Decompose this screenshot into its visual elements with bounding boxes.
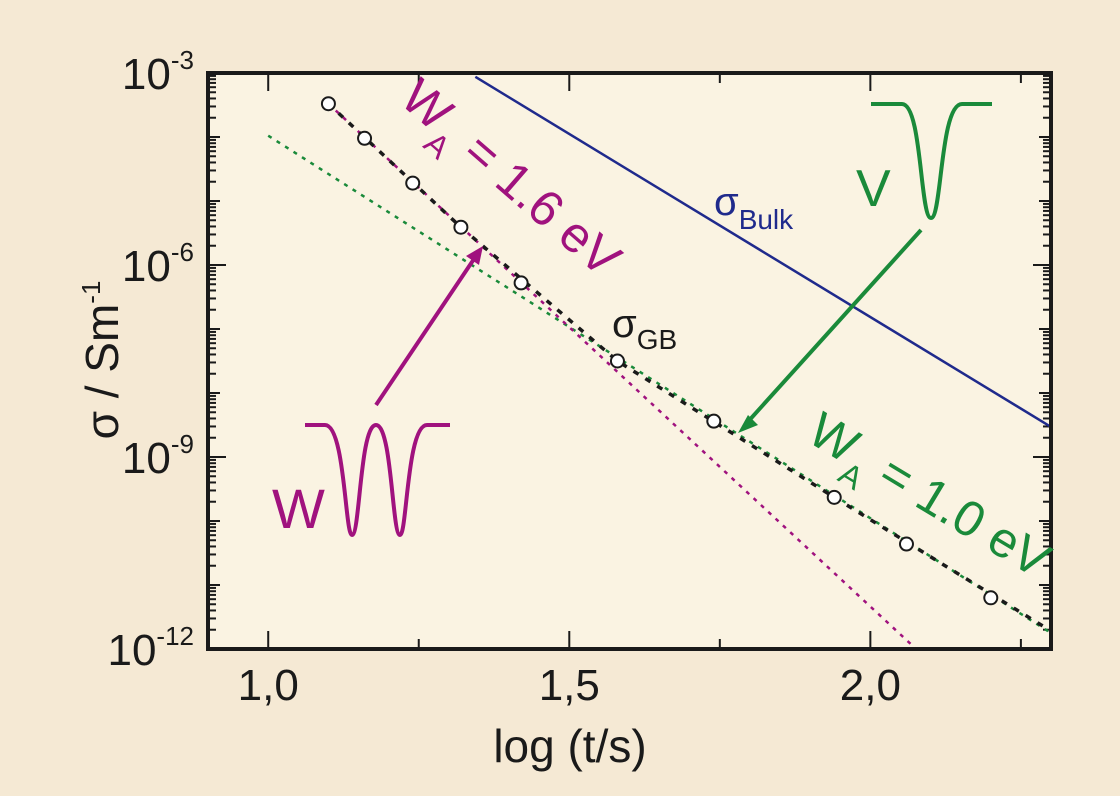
data-markers (320, 96, 999, 606)
w-potential-label: W (272, 477, 325, 540)
y-tick-label-base: 10 (107, 626, 156, 675)
data-point (357, 130, 373, 146)
y-tick-label: 10-6 (122, 237, 194, 291)
data-point (609, 353, 625, 369)
x-tick-label: 1,5 (539, 661, 600, 710)
plot-frame (206, 71, 1053, 651)
y-tick-label: 10-12 (107, 621, 194, 675)
v-potential-label: V (856, 160, 891, 218)
y-tick-label-exponent: -3 (171, 45, 194, 75)
x-axis-title: log (t/s) (493, 720, 646, 772)
data-point (826, 489, 842, 505)
y-tick-label-exponent: -12 (156, 621, 194, 651)
data-point (706, 413, 722, 429)
plot-area (208, 73, 1051, 649)
y-tick-label-base: 10 (122, 434, 171, 483)
data-point (320, 96, 336, 112)
y-tick-label-exponent: -6 (171, 237, 194, 267)
y-tick-label-base: 10 (122, 242, 171, 291)
series-line-wa-1-6-ev (327, 102, 917, 649)
data-point (513, 275, 529, 291)
sigma-bulk-label: σBulk (714, 180, 794, 235)
data-point (405, 175, 421, 191)
y-tick-label-exponent: -9 (171, 429, 194, 459)
magenta-arrow (374, 251, 480, 407)
y-tick-label: 10-3 (122, 45, 194, 99)
y-axis-title: σ / Sm (76, 304, 128, 440)
y-tick-label-base: 10 (122, 50, 171, 99)
data-point (453, 219, 469, 235)
sigma-gb-label: σGB (612, 302, 677, 355)
green-arrowhead (738, 415, 758, 433)
svg-text:σ / Sm-1: σ / Sm-1 (76, 281, 128, 440)
x-tick-labels: 1,0 1,5 2,0 (238, 661, 901, 710)
x-tick-label: 2,0 (840, 661, 901, 710)
y-axis-title-superscript: -1 (76, 281, 106, 304)
single-well-potential-icon (871, 102, 992, 221)
x-tick-label: 1,0 (238, 661, 299, 710)
y-axis-title-group: σ / Sm-1 (76, 281, 128, 440)
green-arrow (743, 228, 923, 427)
data-point (898, 536, 914, 552)
series-line--bulk (474, 75, 1051, 428)
double-well-potential-icon (305, 422, 450, 538)
y-tick-label: 10-9 (122, 429, 194, 483)
data-point (983, 590, 999, 606)
y-tick-labels: 10-310-610-910-12 (107, 45, 194, 675)
magenta-arrowhead (466, 246, 483, 265)
